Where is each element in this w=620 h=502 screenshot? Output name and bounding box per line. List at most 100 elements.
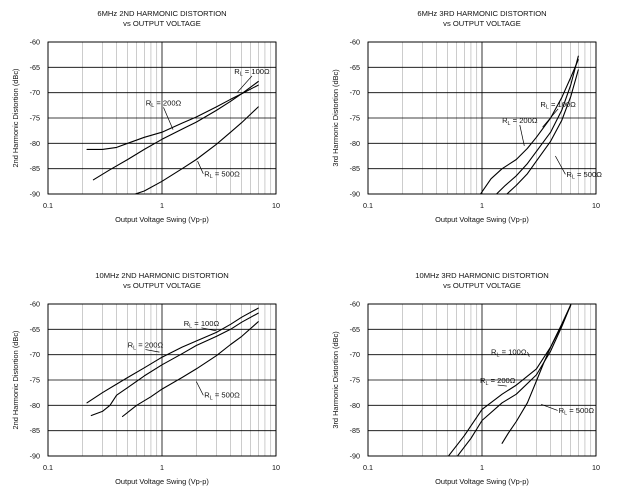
y-tick-label: -85 — [30, 426, 40, 435]
y-tick-label: -85 — [30, 164, 40, 173]
y-tick-label: -80 — [350, 401, 360, 410]
annotation-leader — [527, 352, 530, 357]
x-tick-label: 0.1 — [363, 201, 373, 210]
x-axis-label: Output Voltage Swing (Vp-p) — [435, 215, 529, 224]
series-line-rl-500ohm — [501, 304, 572, 444]
y-tick-label: -80 — [350, 139, 360, 148]
series-label-rl-200ohm: RL = 200Ω — [480, 376, 516, 387]
annotation-leader — [555, 155, 566, 175]
y-tick-label: -85 — [350, 164, 360, 173]
chart-panel-6mhz-3rd: 6MHz 3RD HARMONIC DISTORTION vs OUTPUT VO… — [320, 0, 620, 240]
series-label-rl-200ohm: RL = 200Ω — [128, 341, 164, 352]
y-tick-label: -75 — [30, 376, 40, 385]
annotation-leader — [542, 108, 559, 128]
annotation-leader — [197, 160, 204, 174]
series-line-rl-100ohm — [479, 59, 579, 194]
y-tick-label: -90 — [350, 190, 360, 199]
series-line-rl-500ohm — [121, 321, 259, 418]
y-tick-label: -65 — [350, 63, 360, 72]
y-tick-label: -90 — [350, 452, 360, 461]
y-tick-label: -90 — [30, 190, 40, 199]
series-line-rl-100ohm — [92, 80, 259, 181]
chart-title-line: vs OUTPUT VOLTAGE — [123, 19, 201, 28]
y-tick-label: -60 — [350, 300, 360, 309]
chart-title-line: vs OUTPUT VOLTAGE — [443, 19, 521, 28]
series-label-rl-100ohm: RL = 100Ω — [540, 100, 576, 111]
annotation-leader — [540, 403, 558, 411]
annotation-leader — [237, 75, 253, 93]
chart-panel-10mhz-2nd: 10MHz 2ND HARMONIC DISTORTION vs OUTPUT V… — [0, 262, 300, 502]
x-tick-label: 0.1 — [43, 463, 53, 472]
series-label-rl-500ohm: RL = 500Ω — [204, 391, 240, 402]
chart-title-line: vs OUTPUT VOLTAGE — [123, 281, 201, 290]
y-tick-label: -70 — [350, 88, 360, 97]
y-tick-label: -85 — [350, 426, 360, 435]
x-tick-label: 10 — [272, 463, 280, 472]
series-line-rl-200ohm — [86, 84, 259, 150]
plot-frame — [367, 41, 597, 195]
series-line-rl-200ohm — [495, 55, 579, 194]
x-tick-label: 10 — [592, 201, 600, 210]
series-label-rl-500ohm: RL = 500Ω — [566, 170, 602, 181]
x-axis-label: Output Voltage Swing (Vp-p) — [115, 477, 209, 486]
series-line-rl-200ohm — [90, 312, 259, 417]
annotation-leader — [163, 107, 174, 130]
y-axis-label: 2nd Harmonic Distortion (dBc) — [11, 331, 20, 430]
x-tick-label: 0.1 — [43, 201, 53, 210]
plot-frame — [367, 303, 597, 457]
y-tick-label: -60 — [30, 38, 40, 47]
y-axis-label: 3rd Harmonic Distortion (dBc) — [331, 69, 340, 166]
chart-title-line: 6MHz 3RD HARMONIC DISTORTION — [417, 9, 546, 18]
series-line-rl-500ohm — [506, 69, 579, 194]
y-tick-label: -80 — [30, 139, 40, 148]
x-tick-label: 1 — [480, 201, 484, 210]
x-tick-label: 0.1 — [363, 463, 373, 472]
y-tick-label: -65 — [30, 63, 40, 72]
chart-title-line: vs OUTPUT VOLTAGE — [443, 281, 521, 290]
y-tick-label: -60 — [30, 300, 40, 309]
series-label-rl-100ohm: RL = 100Ω — [234, 67, 270, 78]
chart-title-line: 6MHz 2ND HARMONIC DISTORTION — [97, 9, 226, 18]
series-label-rl-100ohm: RL = 100Ω — [184, 319, 220, 330]
y-tick-label: -70 — [30, 350, 40, 359]
chart-title-line: 10MHz 2ND HARMONIC DISTORTION — [95, 271, 228, 280]
y-tick-label: -65 — [30, 325, 40, 334]
x-tick-label: 1 — [160, 463, 164, 472]
series-line-rl-200ohm — [456, 304, 572, 456]
annotation-leader — [145, 349, 160, 353]
y-tick-label: -70 — [350, 350, 360, 359]
series-label-rl-500ohm: RL = 500Ω — [204, 169, 240, 180]
y-tick-label: -80 — [30, 401, 40, 410]
y-axis-label: 2nd Harmonic Distortion (dBc) — [11, 69, 20, 168]
y-tick-label: -65 — [350, 325, 360, 334]
chart-panel-10mhz-3rd: 10MHz 3RD HARMONIC DISTORTION vs OUTPUT V… — [320, 262, 620, 502]
y-tick-label: -75 — [30, 114, 40, 123]
y-tick-label: -70 — [30, 88, 40, 97]
plot-frame — [47, 41, 277, 195]
annotation-leader — [519, 124, 525, 146]
series-label-rl-200ohm: RL = 200Ω — [146, 98, 182, 109]
series-label-rl-100ohm: RL = 100Ω — [491, 348, 527, 359]
annotation-leader — [497, 384, 507, 387]
x-tick-label: 10 — [272, 201, 280, 210]
chart-title-line: 10MHz 3RD HARMONIC DISTORTION — [415, 271, 548, 280]
series-label-rl-200ohm: RL = 200Ω — [502, 116, 538, 127]
series-line-rl-100ohm — [86, 307, 259, 404]
x-tick-label: 10 — [592, 463, 600, 472]
y-tick-label: -75 — [350, 114, 360, 123]
series-line-rl-500ohm — [133, 106, 259, 194]
x-tick-label: 1 — [480, 463, 484, 472]
chart-panel-6mhz-2nd: 6MHz 2ND HARMONIC DISTORTION vs OUTPUT VO… — [0, 0, 300, 240]
y-tick-label: -75 — [350, 376, 360, 385]
y-tick-label: -60 — [350, 38, 360, 47]
x-tick-label: 1 — [160, 201, 164, 210]
x-axis-label: Output Voltage Swing (Vp-p) — [115, 215, 209, 224]
x-axis-label: Output Voltage Swing (Vp-p) — [435, 477, 529, 486]
series-label-rl-500ohm: RL = 500Ω — [559, 406, 595, 417]
y-axis-label: 3rd Harmonic Distortion (dBc) — [331, 331, 340, 428]
y-tick-label: -90 — [30, 452, 40, 461]
